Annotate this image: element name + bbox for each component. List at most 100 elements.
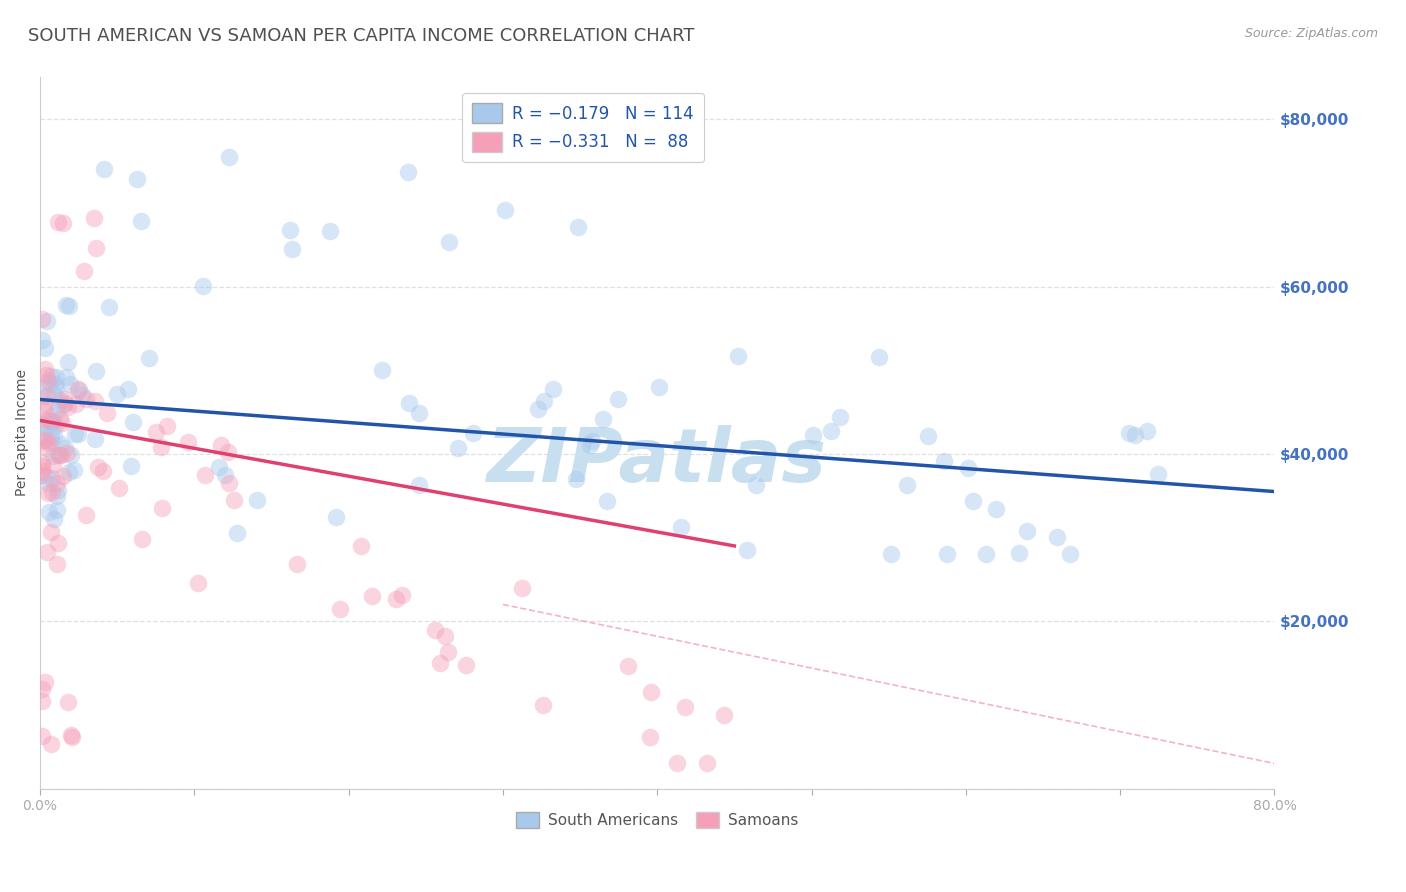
Point	[117, 382, 139, 396]
Point	[191, 279, 214, 293]
Point	[41, 525, 63, 540]
Point	[67, 382, 90, 396]
Point	[607, 392, 630, 406]
Point	[86, 460, 108, 475]
Point	[735, 543, 758, 558]
Point	[31, 456, 53, 470]
Point	[1118, 425, 1140, 440]
Point	[727, 349, 749, 363]
Point	[31, 464, 53, 478]
Point	[46, 489, 69, 503]
Point	[44, 376, 66, 391]
Point	[329, 601, 352, 615]
Point	[120, 459, 142, 474]
Point	[42, 512, 65, 526]
Point	[52, 398, 75, 412]
Point	[285, 557, 308, 571]
Point	[76, 508, 98, 522]
Point	[956, 460, 979, 475]
Point	[592, 412, 614, 426]
Point	[37, 441, 59, 455]
Point	[31, 430, 53, 444]
Point	[37, 545, 59, 559]
Point	[45, 369, 67, 384]
Point	[34, 412, 56, 426]
Point	[48, 448, 70, 462]
Point	[59, 377, 82, 392]
Point	[437, 645, 460, 659]
Point	[423, 623, 446, 637]
Point	[640, 685, 662, 699]
Point	[638, 731, 661, 745]
Point	[578, 438, 600, 452]
Point	[360, 589, 382, 603]
Point	[371, 363, 394, 377]
Point	[83, 432, 105, 446]
Point	[98, 301, 121, 315]
Point	[46, 215, 69, 229]
Point	[31, 379, 53, 393]
Point	[44, 419, 66, 434]
Point	[38, 413, 60, 427]
Point	[67, 383, 90, 397]
Text: Source: ZipAtlas.com: Source: ZipAtlas.com	[1244, 27, 1378, 40]
Point	[225, 525, 247, 540]
Point	[46, 475, 69, 490]
Point	[75, 392, 97, 407]
Point	[39, 434, 62, 448]
Text: ZIPatlas: ZIPatlas	[488, 425, 827, 498]
Point	[38, 505, 60, 519]
Point	[42, 458, 65, 472]
Point	[41, 409, 63, 424]
Point	[696, 756, 718, 771]
Point	[447, 441, 470, 455]
Point	[34, 361, 56, 376]
Point	[408, 478, 430, 492]
Point	[429, 657, 451, 671]
Point	[150, 440, 173, 454]
Point	[91, 464, 114, 478]
Point	[138, 351, 160, 366]
Point	[246, 493, 269, 508]
Point	[125, 172, 148, 186]
Point	[454, 657, 477, 672]
Point	[673, 700, 696, 714]
Point	[218, 476, 240, 491]
Point	[962, 494, 984, 508]
Point	[31, 694, 53, 708]
Point	[156, 419, 179, 434]
Point	[31, 729, 53, 743]
Point	[541, 383, 564, 397]
Point	[46, 557, 69, 571]
Point	[51, 436, 73, 450]
Text: SOUTH AMERICAN VS SAMOAN PER CAPITA INCOME CORRELATION CHART: SOUTH AMERICAN VS SAMOAN PER CAPITA INCO…	[28, 27, 695, 45]
Point	[385, 592, 408, 607]
Point	[48, 448, 70, 462]
Point	[35, 420, 58, 434]
Point	[41, 484, 63, 499]
Point	[58, 299, 80, 313]
Point	[46, 483, 69, 497]
Point	[932, 454, 955, 468]
Point	[65, 397, 87, 411]
Point	[131, 533, 153, 547]
Point	[93, 162, 115, 177]
Point	[880, 547, 903, 561]
Point	[55, 395, 77, 409]
Point	[35, 434, 58, 448]
Point	[896, 478, 918, 492]
Point	[31, 467, 53, 482]
Point	[73, 264, 96, 278]
Point	[84, 364, 107, 378]
Point	[56, 400, 79, 414]
Point	[1008, 546, 1031, 560]
Point	[218, 150, 240, 164]
Point	[39, 737, 62, 751]
Point	[56, 695, 79, 709]
Point	[527, 401, 550, 416]
Point	[84, 241, 107, 255]
Point	[63, 463, 86, 477]
Point	[37, 486, 59, 500]
Point	[41, 470, 63, 484]
Point	[830, 409, 852, 424]
